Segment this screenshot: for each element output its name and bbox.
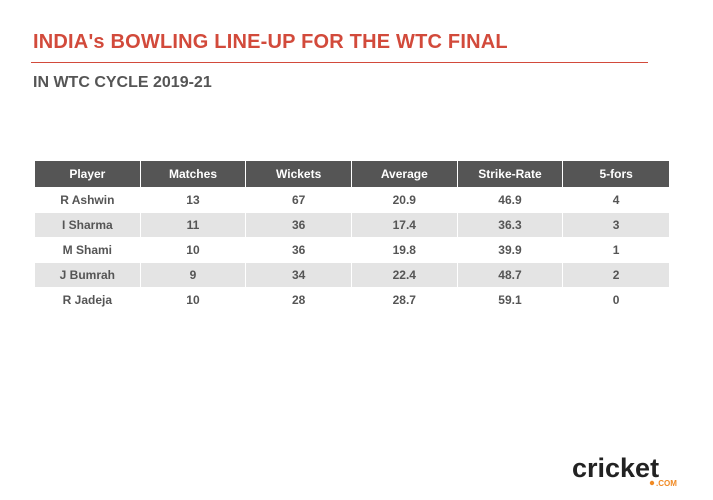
column-header-strike-rate: Strike-Rate [457, 161, 564, 187]
chart-subtitle: IN WTC CYCLE 2019-21 [33, 74, 212, 91]
cell-five-fors: 1 [563, 237, 669, 262]
table-row: R Ashwin 13 67 20.9 46.9 4 [35, 187, 669, 212]
cell-player: I Sharma [35, 212, 141, 237]
cell-matches: 13 [140, 187, 247, 212]
cell-player: M Shami [35, 237, 141, 262]
cell-average: 22.4 [351, 262, 458, 287]
table-row: R Jadeja 10 28 28.7 59.1 0 [35, 287, 669, 312]
column-header-five-fors: 5-fors [563, 161, 669, 187]
cell-average: 17.4 [351, 212, 458, 237]
table-row: J Bumrah 9 34 22.4 48.7 2 [35, 262, 669, 287]
bowling-stats-table: Player Matches Wickets Average Strike-Ra… [35, 161, 669, 312]
logo-suffix: .COM [656, 479, 677, 488]
cell-matches: 9 [140, 262, 247, 287]
cell-wickets: 36 [246, 237, 352, 262]
cell-strike-rate: 36.3 [457, 212, 564, 237]
cell-strike-rate: 46.9 [457, 187, 564, 212]
cell-player: R Ashwin [35, 187, 141, 212]
cell-average: 20.9 [351, 187, 458, 212]
column-header-wickets: Wickets [246, 161, 352, 187]
cell-five-fors: 4 [563, 187, 669, 212]
cell-five-fors: 3 [563, 212, 669, 237]
cell-matches: 10 [140, 237, 247, 262]
cricket-com-logo: cricket .COM [572, 453, 677, 488]
title-divider [31, 62, 648, 63]
logo-wordmark: cricket [572, 453, 659, 483]
chart-title: INDIA's BOWLING LINE-UP FOR THE WTC FINA… [33, 31, 508, 53]
cell-matches: 11 [140, 212, 247, 237]
logo-dot-icon [649, 480, 655, 486]
cell-five-fors: 2 [563, 262, 669, 287]
table-row: M Shami 10 36 19.8 39.9 1 [35, 237, 669, 262]
cell-matches: 10 [140, 287, 247, 312]
cell-average: 19.8 [351, 237, 458, 262]
cell-strike-rate: 39.9 [457, 237, 564, 262]
table-row: I Sharma 11 36 17.4 36.3 3 [35, 212, 669, 237]
cell-wickets: 34 [246, 262, 352, 287]
column-header-matches: Matches [140, 161, 247, 187]
cell-strike-rate: 48.7 [457, 262, 564, 287]
cell-strike-rate: 59.1 [457, 287, 564, 312]
cell-five-fors: 0 [563, 287, 669, 312]
column-header-player: Player [35, 161, 141, 187]
cell-average: 28.7 [351, 287, 458, 312]
cell-player: R Jadeja [35, 287, 141, 312]
column-header-average: Average [351, 161, 458, 187]
cell-player: J Bumrah [35, 262, 141, 287]
cell-wickets: 67 [246, 187, 352, 212]
cell-wickets: 28 [246, 287, 352, 312]
table-header-row: Player Matches Wickets Average Strike-Ra… [35, 161, 669, 187]
cell-wickets: 36 [246, 212, 352, 237]
